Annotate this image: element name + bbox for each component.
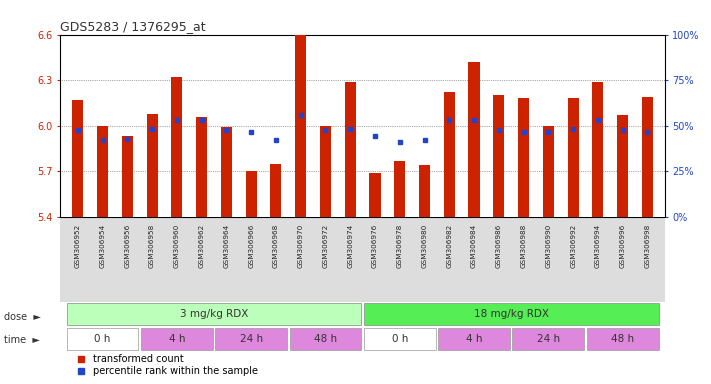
Legend: transformed count, percentile rank within the sample: transformed count, percentile rank withi…: [77, 354, 258, 376]
Text: GSM306978: GSM306978: [397, 224, 402, 268]
Text: GSM306956: GSM306956: [124, 224, 130, 268]
Text: GSM306968: GSM306968: [273, 224, 279, 268]
Text: 24 h: 24 h: [537, 334, 560, 344]
Bar: [444, 93, 455, 217]
Text: 24 h: 24 h: [240, 334, 263, 344]
Bar: [345, 82, 356, 217]
Bar: [196, 117, 207, 217]
FancyBboxPatch shape: [141, 328, 213, 350]
Bar: [221, 127, 232, 217]
Bar: [419, 166, 430, 217]
Bar: [493, 95, 504, 217]
Bar: [394, 161, 405, 217]
Text: 48 h: 48 h: [611, 334, 634, 344]
FancyBboxPatch shape: [215, 328, 287, 350]
FancyBboxPatch shape: [364, 328, 436, 350]
Text: GSM306960: GSM306960: [174, 224, 180, 268]
Bar: [270, 164, 282, 217]
Bar: [542, 126, 554, 217]
Text: GSM306958: GSM306958: [149, 224, 155, 268]
Text: 48 h: 48 h: [314, 334, 337, 344]
Text: 3 mg/kg RDX: 3 mg/kg RDX: [180, 310, 248, 319]
Text: 0 h: 0 h: [95, 334, 111, 344]
Text: 0 h: 0 h: [392, 334, 408, 344]
Bar: [642, 97, 653, 217]
Text: GSM306994: GSM306994: [595, 224, 601, 268]
Text: GSM306964: GSM306964: [223, 224, 230, 268]
FancyBboxPatch shape: [513, 328, 584, 350]
Bar: [320, 126, 331, 217]
FancyBboxPatch shape: [438, 328, 510, 350]
Text: 18 mg/kg RDX: 18 mg/kg RDX: [474, 310, 549, 319]
Bar: [245, 172, 257, 217]
Text: time  ►: time ►: [4, 335, 39, 345]
FancyBboxPatch shape: [67, 303, 361, 325]
Bar: [97, 126, 108, 217]
Text: GDS5283 / 1376295_at: GDS5283 / 1376295_at: [60, 20, 206, 33]
FancyBboxPatch shape: [289, 328, 361, 350]
Bar: [146, 114, 158, 217]
Bar: [122, 136, 133, 217]
Text: GSM306952: GSM306952: [75, 224, 81, 268]
Bar: [469, 62, 480, 217]
Text: GSM306990: GSM306990: [545, 224, 551, 268]
Text: GSM306970: GSM306970: [298, 224, 304, 268]
FancyBboxPatch shape: [67, 328, 139, 350]
FancyBboxPatch shape: [587, 328, 658, 350]
Text: GSM306998: GSM306998: [644, 224, 651, 268]
Text: GSM306986: GSM306986: [496, 224, 502, 268]
Text: GSM306962: GSM306962: [198, 224, 205, 268]
Text: GSM306984: GSM306984: [471, 224, 477, 268]
Bar: [592, 82, 604, 217]
Bar: [518, 98, 529, 217]
Text: 4 h: 4 h: [466, 334, 482, 344]
Text: GSM306980: GSM306980: [422, 224, 427, 268]
Bar: [73, 100, 83, 217]
Text: GSM306992: GSM306992: [570, 224, 576, 268]
Text: dose  ►: dose ►: [4, 312, 41, 322]
Bar: [370, 173, 380, 217]
Bar: [617, 115, 629, 217]
Text: GSM306988: GSM306988: [520, 224, 527, 268]
Text: GSM306966: GSM306966: [248, 224, 254, 268]
Text: GSM306954: GSM306954: [100, 224, 105, 268]
Bar: [295, 35, 306, 217]
Text: 4 h: 4 h: [169, 334, 185, 344]
Text: GSM306974: GSM306974: [347, 224, 353, 268]
Bar: [567, 98, 579, 217]
FancyBboxPatch shape: [364, 303, 658, 325]
Text: GSM306972: GSM306972: [323, 224, 328, 268]
Bar: [171, 77, 183, 217]
Text: GSM306982: GSM306982: [447, 224, 452, 268]
Text: GSM306996: GSM306996: [620, 224, 626, 268]
Text: GSM306976: GSM306976: [372, 224, 378, 268]
